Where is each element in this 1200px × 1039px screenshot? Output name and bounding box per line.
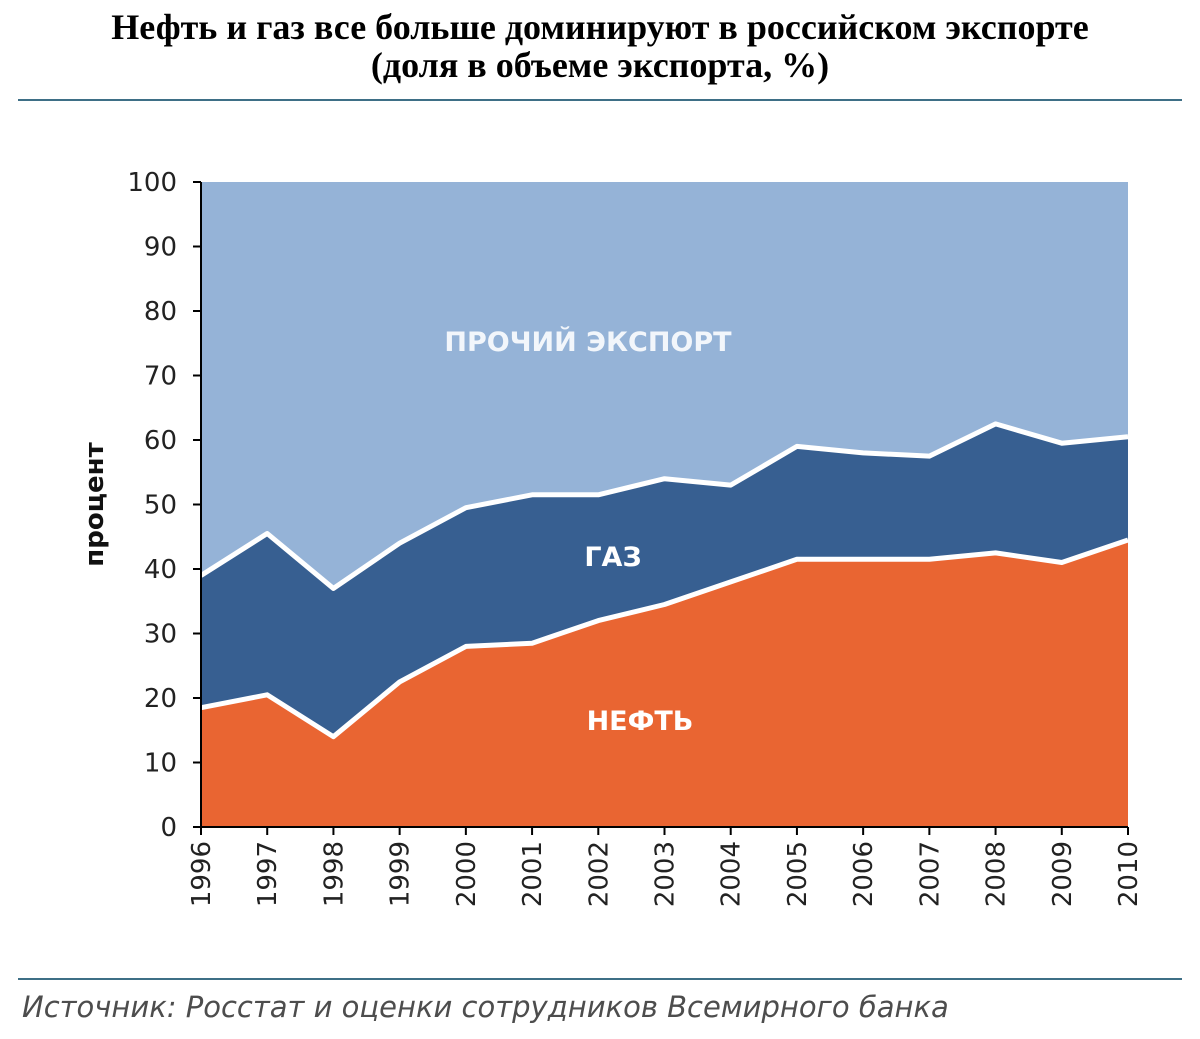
- area-прочий-экспорт: [201, 182, 1128, 589]
- y-tick-label: 90: [144, 233, 177, 263]
- x-tick-label: 2007: [915, 841, 945, 907]
- top-divider: [18, 99, 1182, 101]
- chart-title: Нефть и газ все больше доминируют в росс…: [0, 8, 1200, 84]
- series-label-нефть: НЕФТЬ: [587, 706, 694, 737]
- x-tick-label: 2010: [1114, 841, 1144, 907]
- y-tick-label: 50: [144, 491, 177, 521]
- boundary-line-нефть: [200, 537, 1129, 740]
- stacked-area-chart: 0 10 20 30 40 50 60 70 80 90 100 1996 1997 1998 1999 20…: [80, 168, 1144, 907]
- x-tick-label: 2000: [452, 841, 482, 907]
- title-line-2: (доля в объеме экспорта, %): [370, 45, 830, 85]
- bottom-divider: [18, 978, 1182, 980]
- series-label-прочий-экспорт: ПРОЧИЙ ЭКСПОРТ: [444, 326, 732, 358]
- y-tick-label: 40: [144, 555, 177, 585]
- x-tick-label: 1997: [253, 841, 283, 907]
- boundary-lines: [199, 421, 1129, 740]
- x-tick-label: 2005: [783, 841, 813, 907]
- x-tick-label: 2009: [1048, 841, 1078, 907]
- x-tick-label: 2001: [518, 841, 548, 907]
- area-газ: [201, 423, 1128, 737]
- y-tick-label: 70: [144, 362, 177, 392]
- series-labels: НЕФТЬ ГАЗ ПРОЧИЙ ЭКСПОРТ: [444, 326, 732, 737]
- boundary-line-газ: [199, 421, 1129, 591]
- area-нефть: [201, 540, 1128, 827]
- title-line-1: Нефть и газ все больше доминируют в росс…: [111, 7, 1089, 47]
- x-tick-label: 2006: [849, 841, 879, 907]
- y-axis-label: процент: [80, 442, 110, 566]
- area-layer: [201, 182, 1128, 827]
- source-note: Источник: Росстат и оценки сотрудников В…: [22, 990, 949, 1024]
- x-tick-label: 2002: [584, 841, 614, 907]
- y-tick-label: 100: [127, 168, 177, 198]
- y-tick-label: 30: [144, 620, 177, 650]
- y-tick-label: 60: [144, 426, 177, 456]
- y-tick-label: 20: [144, 684, 177, 714]
- axes: 0 10 20 30 40 50 60 70 80 90 100 1996 1997 1998 1999 20…: [80, 168, 1144, 907]
- series-label-газ: ГАЗ: [584, 542, 641, 573]
- x-tick-label: 1996: [187, 841, 217, 907]
- x-tick-label: 1998: [319, 841, 349, 907]
- y-tick-label: 10: [144, 749, 177, 779]
- x-tick-label: 2003: [651, 841, 681, 907]
- y-tick-label: 80: [144, 297, 177, 327]
- x-tick-label: 1999: [386, 841, 416, 907]
- x-tick-label: 2004: [717, 841, 747, 907]
- y-tick-label: 0: [160, 813, 177, 843]
- x-tick-label: 2008: [982, 841, 1012, 907]
